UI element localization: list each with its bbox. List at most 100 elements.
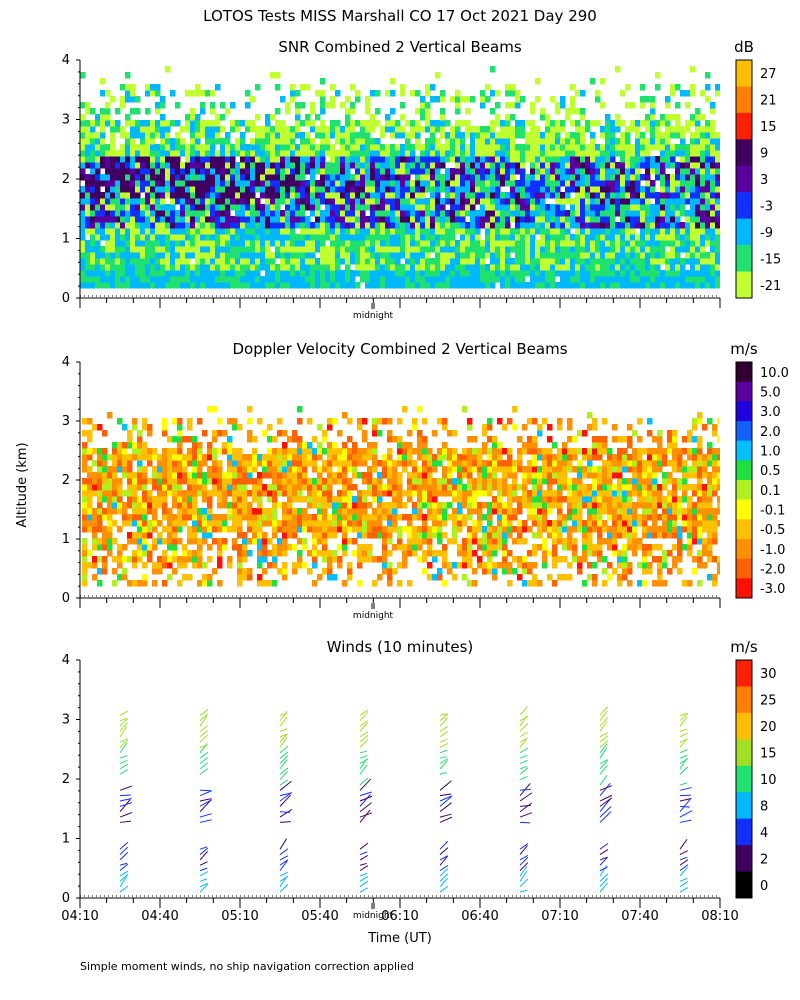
heatmap-cell: [545, 222, 551, 229]
heatmap-cell: [670, 282, 676, 289]
heatmap-cell: [500, 180, 506, 187]
heatmap-cell: [670, 144, 676, 151]
heatmap-cell: [540, 168, 546, 175]
heatmap-cell: [302, 484, 308, 491]
heatmap-cell: [595, 216, 601, 223]
heatmap-cell: [560, 204, 566, 211]
heatmap-cell: [297, 550, 303, 557]
heatmap-cell: [272, 472, 278, 479]
heatmap-cell: [400, 168, 406, 175]
colorbar-label: -15: [760, 252, 781, 267]
heatmap-cell: [395, 180, 401, 187]
heatmap-cell: [325, 102, 331, 109]
heatmap-cell: [272, 454, 278, 461]
heatmap-cell: [290, 240, 296, 247]
heatmap-cell: [355, 234, 361, 241]
heatmap-cell: [412, 424, 418, 431]
heatmap-cell: [625, 186, 631, 193]
heatmap-cell: [110, 96, 116, 103]
heatmap-cell: [382, 538, 388, 545]
heatmap-cell: [142, 538, 148, 545]
heatmap-cell: [312, 436, 318, 443]
heatmap-cell: [215, 120, 221, 127]
heatmap-cell: [595, 198, 601, 205]
heatmap-cell: [155, 204, 161, 211]
heatmap-cell: [82, 478, 88, 485]
heatmap-cell: [345, 126, 351, 133]
heatmap-cell: [655, 198, 661, 205]
heatmap-cell: [370, 252, 376, 259]
heatmap-cell: [165, 270, 171, 277]
heatmap-cell: [387, 436, 393, 443]
heatmap-cell: [430, 276, 436, 283]
heatmap-cell: [230, 198, 236, 205]
heatmap-cell: [625, 132, 631, 139]
heatmap-cell: [450, 216, 456, 223]
heatmap-cell: [495, 210, 501, 217]
heatmap-cell: [292, 508, 298, 515]
heatmap-cell: [207, 478, 213, 485]
heatmap-cell: [475, 222, 481, 229]
heatmap-cell: [367, 502, 373, 509]
heatmap-cell: [320, 174, 326, 181]
heatmap-cell: [322, 490, 328, 497]
heatmap-cell: [360, 156, 366, 163]
heatmap-cell: [390, 162, 396, 169]
heatmap-cell: [212, 472, 218, 479]
heatmap-cell: [347, 448, 353, 455]
heatmap-cell: [232, 502, 238, 509]
heatmap-cell: [415, 234, 421, 241]
heatmap-cell: [490, 198, 496, 205]
heatmap-cell: [240, 156, 246, 163]
heatmap-cell: [157, 562, 163, 569]
heatmap-cell: [530, 108, 536, 115]
heatmap-cell: [110, 222, 116, 229]
heatmap-cell: [415, 228, 421, 235]
heatmap-cell: [317, 484, 323, 491]
heatmap-cell: [307, 514, 313, 521]
heatmap-cell: [665, 240, 671, 247]
heatmap-cell: [152, 520, 158, 527]
heatmap-cell: [310, 168, 316, 175]
heatmap-cell: [625, 264, 631, 271]
heatmap-cell: [290, 192, 296, 199]
panel-title: SNR Combined 2 Vertical Beams: [278, 38, 521, 56]
heatmap-cell: [200, 240, 206, 247]
heatmap-cell: [295, 270, 301, 277]
heatmap-cell: [225, 276, 231, 283]
heatmap-cell: [340, 180, 346, 187]
heatmap-cell: [560, 264, 566, 271]
heatmap-cell: [97, 556, 103, 563]
heatmap-cell: [257, 496, 263, 503]
heatmap-cell: [90, 192, 96, 199]
heatmap-cell: [280, 174, 286, 181]
heatmap-cell: [125, 132, 131, 139]
heatmap-cell: [135, 132, 141, 139]
heatmap-cell: [175, 258, 181, 265]
heatmap-cell: [140, 252, 146, 259]
heatmap-cell: [435, 150, 441, 157]
heatmap-cell: [255, 228, 261, 235]
heatmap-cell: [125, 138, 131, 145]
heatmap-cell: [480, 258, 486, 265]
heatmap-cell: [360, 240, 366, 247]
heatmap-cell: [620, 168, 626, 175]
heatmap-cell: [342, 454, 348, 461]
heatmap-cell: [265, 198, 271, 205]
heatmap-cell: [170, 210, 176, 217]
heatmap-cell: [585, 126, 591, 133]
heatmap-cell: [305, 138, 311, 145]
heatmap-cell: [700, 264, 706, 271]
heatmap-cell: [197, 478, 203, 485]
heatmap-cell: [425, 150, 431, 157]
heatmap-cell: [335, 168, 341, 175]
heatmap-cell: [107, 526, 113, 533]
heatmap-cell: [520, 228, 526, 235]
heatmap-cell: [325, 180, 331, 187]
heatmap-cell: [680, 198, 686, 205]
heatmap-cell: [320, 270, 326, 277]
heatmap-cell: [395, 216, 401, 223]
heatmap-cell: [400, 84, 406, 91]
heatmap-cell: [177, 538, 183, 545]
heatmap-cell: [205, 216, 211, 223]
